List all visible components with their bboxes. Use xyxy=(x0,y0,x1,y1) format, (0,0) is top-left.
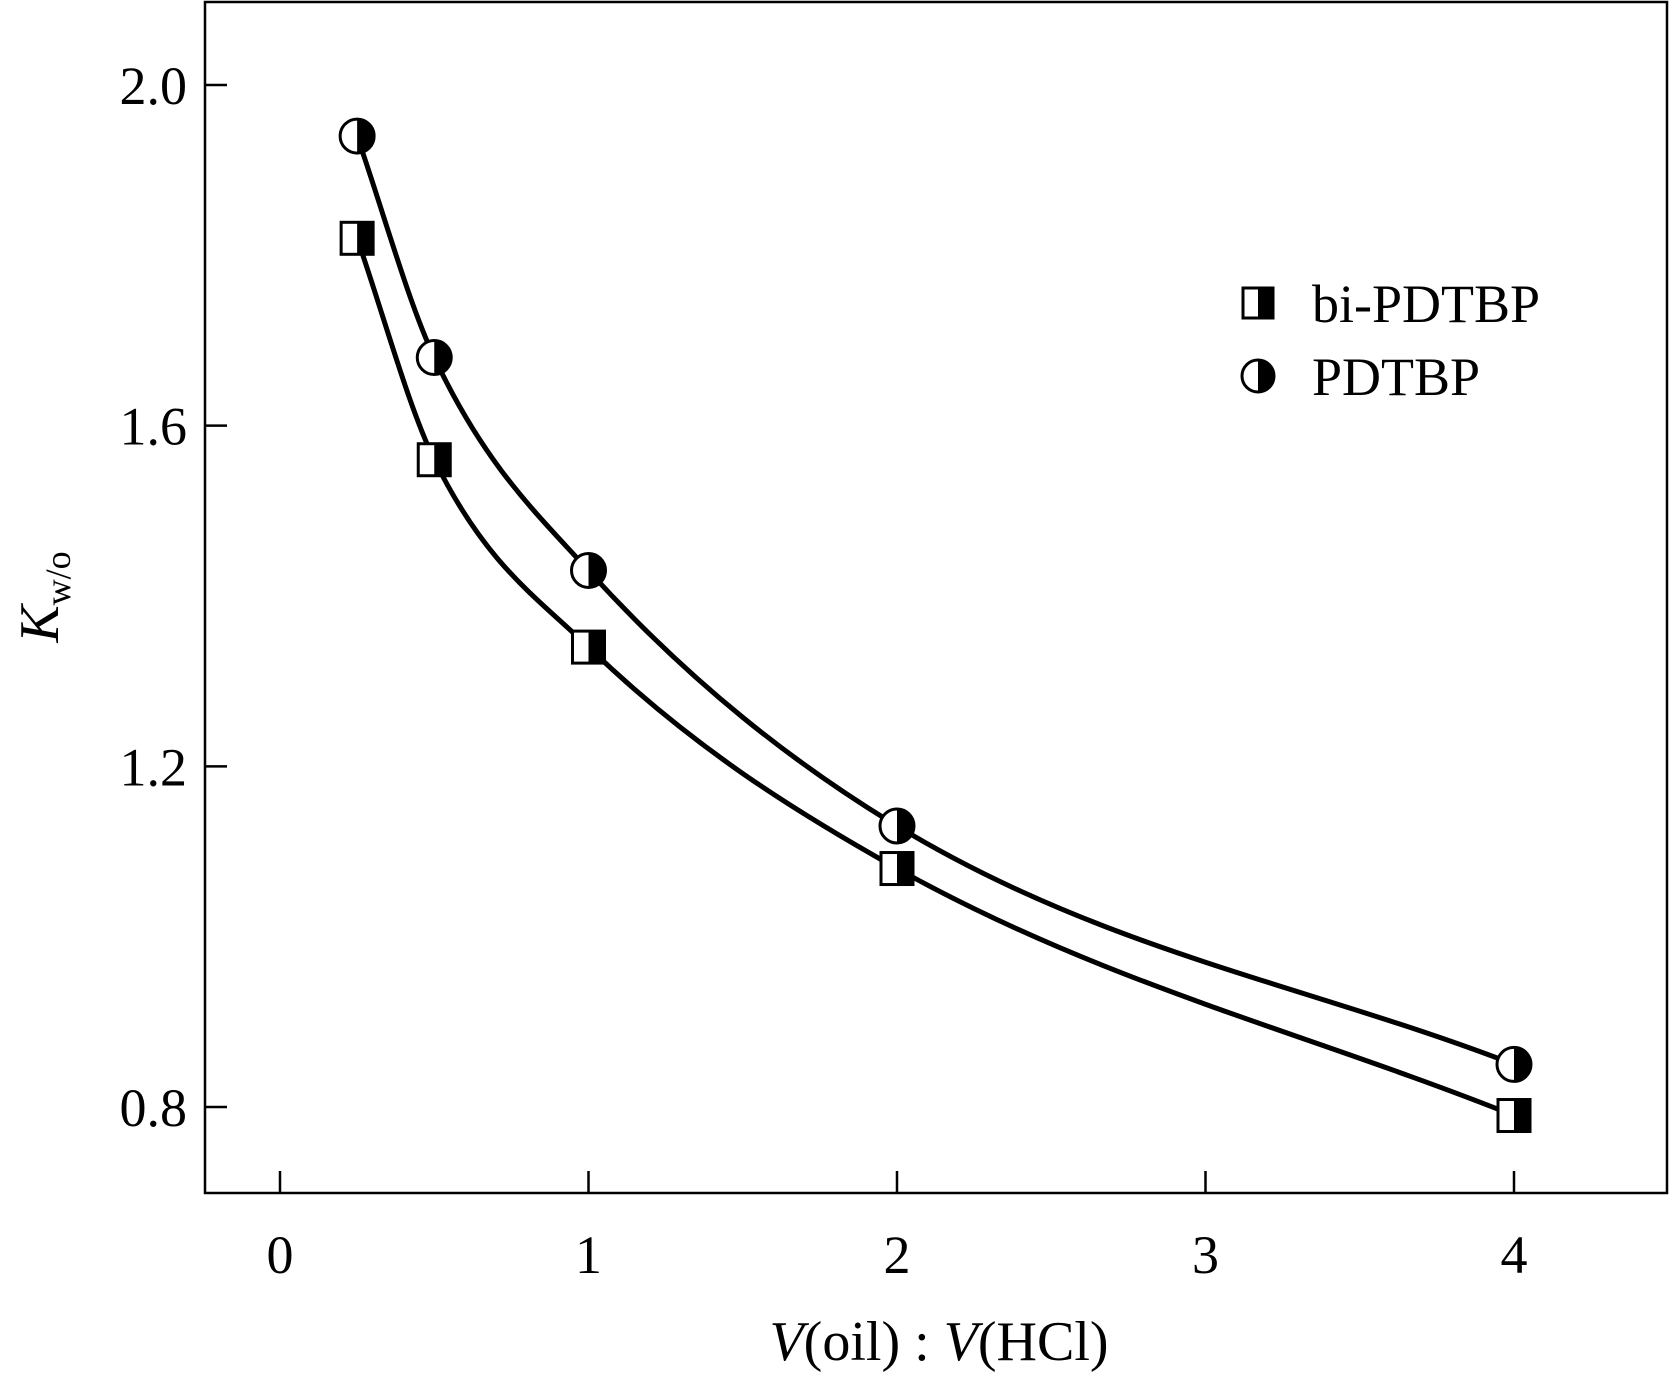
marker-outline xyxy=(571,629,606,665)
marker-fill-black xyxy=(434,443,451,476)
y-tick-label: 1.6 xyxy=(120,397,188,457)
data-point-bi-pdtbp xyxy=(1496,1098,1532,1134)
marker-outline xyxy=(879,851,915,887)
marker-fill-black xyxy=(1514,1047,1531,1082)
legend-marker-bi-pdtbp xyxy=(1241,286,1275,320)
marker-fill-black xyxy=(1258,288,1273,318)
y-axis-ticks: 0.8 1.2 1.6 2.0 xyxy=(120,56,227,1138)
marker-fill-black xyxy=(357,222,374,255)
legend-label-pdtbp: PDTBP xyxy=(1312,347,1480,407)
x-axis-title-part: V xyxy=(944,1311,984,1373)
data-point-bi-pdtbp xyxy=(571,629,606,665)
marker-fill-black xyxy=(1514,1099,1530,1132)
data-point-pdtbp xyxy=(338,117,376,155)
marker-outline xyxy=(878,807,916,845)
legend: bi-PDTBP PDTBP xyxy=(1240,274,1540,407)
x-axis-title-part: V xyxy=(769,1311,809,1373)
data-point-bi-pdtbp xyxy=(339,220,375,256)
marker-outline xyxy=(1496,1098,1532,1134)
x-axis-title-part: (oil) : xyxy=(804,1311,944,1373)
y-axis-title: Kw/o xyxy=(9,551,78,643)
marker-fill-black xyxy=(588,631,605,664)
data-point-bi-pdtbp xyxy=(416,442,452,478)
marker-fill-black xyxy=(897,808,914,843)
legend-label-bi-pdtbp: bi-PDTBP xyxy=(1312,274,1540,334)
data-point-pdtbp xyxy=(415,339,453,377)
plot-frame xyxy=(203,0,1669,1195)
data-point-bi-pdtbp xyxy=(879,851,915,887)
marker-outline xyxy=(1241,286,1275,320)
x-axis-title-part: (HCl) xyxy=(978,1311,1109,1373)
data-point-pdtbp xyxy=(878,807,916,845)
marker-outline xyxy=(338,117,376,155)
marker-outline xyxy=(339,220,375,256)
marker-fill-black xyxy=(434,340,452,375)
y-tick-label: 2.0 xyxy=(120,56,188,116)
marker-outline xyxy=(1495,1045,1533,1083)
marker-outline xyxy=(570,551,607,589)
x-tick-label: 3 xyxy=(1192,1225,1219,1285)
data-point-pdtbp xyxy=(1495,1045,1533,1083)
x-axis-title: V(oil) : V(HCl) xyxy=(769,1311,1108,1373)
y-axis-title-main: K xyxy=(9,603,71,644)
series-markers xyxy=(338,117,1533,1134)
marker-outline xyxy=(416,442,452,478)
series-line-bi-pdtbp xyxy=(354,237,1515,1118)
marker-fill-black xyxy=(588,553,606,588)
marker-outline xyxy=(1240,358,1276,394)
data-point-pdtbp xyxy=(570,551,607,589)
x-tick-label: 1 xyxy=(575,1225,602,1285)
x-tick-label: 2 xyxy=(884,1225,911,1285)
y-tick-label: 0.8 xyxy=(120,1078,188,1138)
series-curves xyxy=(354,135,1515,1118)
marker-fill-black xyxy=(897,852,913,885)
legend-marker-pdtbp xyxy=(1240,358,1276,394)
x-axis-ticks: 0 1 2 3 4 xyxy=(267,1171,1528,1285)
series-line-pdtbp xyxy=(354,135,1515,1067)
x-tick-label: 4 xyxy=(1501,1225,1528,1285)
y-tick-label: 1.2 xyxy=(120,737,188,797)
marker-fill-black xyxy=(1258,360,1274,392)
plot-area-border xyxy=(203,0,1669,1195)
axis-titles: V(oil) : V(HCl)Kw/o xyxy=(9,551,1109,1373)
y-axis-title-subscript: w/o xyxy=(38,551,78,605)
marker-fill-black xyxy=(357,119,375,154)
x-tick-label: 0 xyxy=(267,1225,294,1285)
marker-outline xyxy=(415,339,453,377)
